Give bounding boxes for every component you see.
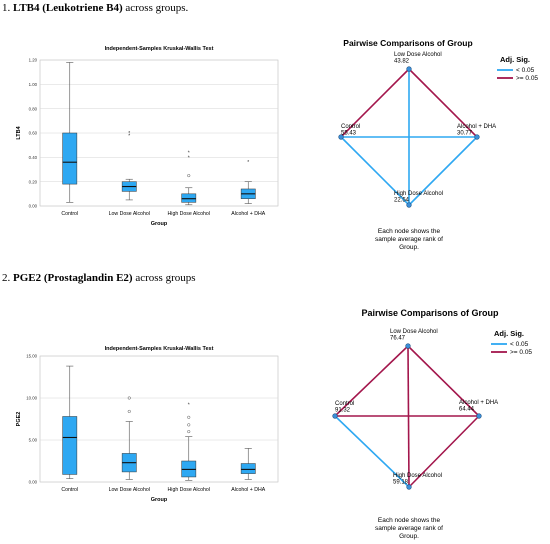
network-node [406,484,412,490]
network-edge [334,415,410,488]
legend-label: < 0.05 [516,67,535,74]
box-iqr [62,132,78,185]
node-value-label: 64.44 [459,407,475,413]
legend-title: Adj. Sig. [500,55,530,64]
y-axis-label: LTB4 [16,125,22,139]
outlier-point [127,409,131,413]
node-name-label: Alcohol + DHA [459,400,498,406]
network-note: sample average rank of [375,236,443,243]
legend-title: Adj. Sig. [494,329,524,338]
network-note: Group. [399,244,419,251]
outlier-point [187,430,191,434]
extreme-point: * [188,155,190,161]
section-2-heading: 2. PGE2 (Prostaglandin E2) across groups [2,272,196,284]
y-tick-label: 0.20 [29,179,38,184]
network-note: sample average rank of [375,525,443,532]
section-1-rest: across groups. [125,2,189,14]
y-tick-label: 0.40 [29,155,38,160]
node-value-label: 30.77 [457,131,473,137]
network-node [406,202,412,208]
node-value-label: 76.47 [390,336,406,342]
node-name-label: High Dose Alcohol [394,191,443,197]
network-node [474,134,480,140]
box-iqr [62,416,78,475]
x-tick-label: Control [61,211,78,217]
box-iqr [181,193,197,203]
network-edge [340,68,410,138]
section-1-bold-title: LTB4 (Leukotriene B4) [13,2,123,14]
network-node [405,343,411,349]
x-tick-label: Control [61,487,78,493]
network-edge [407,345,480,417]
y-tick-label: 0.00 [29,480,38,485]
legend-label: >= 0.05 [516,75,538,82]
node-value-label: 55.43 [341,131,357,137]
section-2-rest: across groups [135,272,196,284]
x-tick-label: Alcohol + DHA [231,487,265,493]
node-name-label: Low Dose Alcohol [390,329,438,335]
network-edge [408,68,478,138]
node-name-label: Control [335,401,354,407]
section-2-number: 2. [2,272,11,284]
network-node [332,413,338,419]
y-tick-label: 0.00 [29,204,38,209]
y-tick-label: 15.00 [26,354,37,359]
pge2-pairwise-network: Pairwise Comparisons of Group Adj. Sig. < … [332,308,532,540]
y-tick-label: 10.00 [26,396,37,401]
node-name-label: Alcohol + DHA [457,124,496,130]
x-axis-label: Group [151,497,168,503]
outlier-point [127,396,131,400]
legend-label: < 0.05 [510,341,529,348]
x-tick-label: High Dose Alcohol [168,211,210,217]
box-iqr [240,463,256,474]
network-edge [408,415,480,488]
outlier-point [187,423,191,427]
y-tick-label: 5.00 [29,438,38,443]
node-value-label: 59.18 [393,480,409,486]
x-tick-label: Low Dose Alcohol [109,487,150,493]
outlier-point [187,415,191,419]
extreme-point: * [247,160,249,166]
chart-title: Independent-Samples Kruskal-Wallis Test [105,46,214,52]
network-title: Pairwise Comparisons of Group [361,308,499,318]
y-tick-label: 0.80 [29,106,38,111]
y-tick-label: 1.00 [29,82,38,87]
node-name-label: Low Dose Alcohol [394,52,442,58]
section-2-bold-title: PGE2 (Prostaglandin E2) [13,272,133,284]
network-edge [408,136,478,206]
network-note: Each node shows the [378,228,441,235]
ltb4-boxplot-chart: Independent-Samples Kruskal-Wallis Test 0… [16,46,279,227]
section-1-number: 1. [2,2,11,14]
node-name-label: Control [341,124,360,130]
network-note: Group. [399,533,419,540]
y-axis-label: PGE2 [16,412,22,427]
network-title: Pairwise Comparisons of Group [343,38,472,48]
node-value-label: 91.32 [335,408,351,414]
ltb4-pairwise-network: Pairwise Comparisons of Group Adj. Sig. < … [338,38,538,251]
outlier-point [187,174,191,178]
section-1-heading: 1. LTB4 (Leukotriene B4) across groups. [2,2,188,14]
y-tick-label: 1.20 [29,58,38,63]
network-node [338,134,344,140]
x-axis-label: Group [151,221,168,227]
legend-label: >= 0.05 [510,349,532,356]
x-tick-label: Low Dose Alcohol [109,211,150,217]
node-value-label: 22.54 [394,198,410,204]
chart-title: Independent-Samples Kruskal-Wallis Test [105,346,214,352]
extreme-point: * [128,133,130,139]
network-node [476,413,482,419]
x-tick-label: Alcohol + DHA [231,211,265,217]
network-node [406,66,412,72]
node-name-label: High Dose Alcohol [393,473,442,479]
extreme-point: * [188,403,190,409]
extreme-point: * [128,131,130,137]
y-tick-label: 0.60 [29,131,38,136]
pge2-boxplot-chart: Independent-Samples Kruskal-Wallis Test 0… [16,346,279,503]
network-note: Each node shows the [378,517,441,524]
extreme-point: * [188,150,190,156]
x-tick-label: High Dose Alcohol [168,487,210,493]
node-value-label: 43.82 [394,59,410,65]
network-edge [334,345,409,417]
network-edge [340,136,410,206]
